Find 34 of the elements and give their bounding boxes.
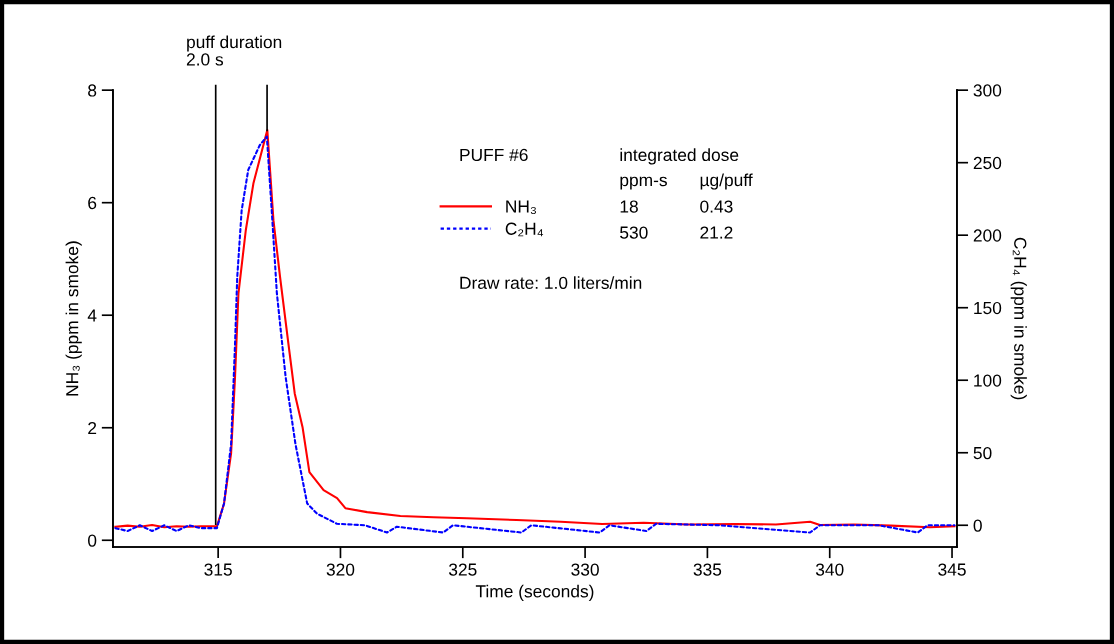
annotation: PUFF #6: [460, 148, 528, 162]
x-tick-label: 315: [204, 563, 232, 576]
y2-tick-label: 50: [973, 446, 992, 460]
y-axis-title: NH₃ (ppm in smoke): [65, 241, 82, 396]
x-tick-label: 340: [815, 563, 844, 576]
y2-axis-title: C₂H₄ (ppm in smoke): [1010, 237, 1027, 400]
y2-tick-label: 250: [973, 156, 1002, 170]
y-tick-label: 0: [88, 534, 97, 547]
annotation: ppm-s: [620, 176, 667, 190]
legend-label: C₂H₄: [505, 222, 544, 237]
y-tick-label: 2: [88, 421, 97, 435]
annotation: integrated dose: [620, 148, 739, 165]
annotation: µg/puff: [700, 173, 753, 190]
y2-tick-label: 100: [974, 374, 1002, 387]
y2-tick-label: 300: [973, 84, 1002, 97]
x-tick-label: 325: [448, 563, 477, 576]
y2-tick-label: 200: [973, 229, 1002, 242]
y-tick-label: 4: [87, 309, 97, 322]
x-axis-title: Time (seconds): [475, 584, 594, 601]
y-tick-label: 8: [88, 84, 97, 97]
annotation: Draw rate: 1.0 liters/min: [460, 276, 642, 289]
y2-tick-label: 150: [974, 301, 1002, 315]
annotation: 21.2: [700, 226, 733, 239]
x-tick-label: 320: [326, 563, 355, 576]
legend-label: NH₃: [506, 200, 536, 215]
y-tick-label: 6: [88, 196, 97, 210]
annotation: 0.43: [700, 200, 733, 213]
y2-tick-label: 0: [973, 519, 982, 532]
annotation: 18: [620, 200, 638, 213]
x-tick-label: 335: [693, 563, 722, 576]
x-tick-label: 345: [938, 563, 966, 576]
annotation: 530: [620, 226, 648, 239]
x-tick-label: 330: [571, 563, 599, 576]
text: puff duration 2.0 s: [186, 35, 282, 66]
